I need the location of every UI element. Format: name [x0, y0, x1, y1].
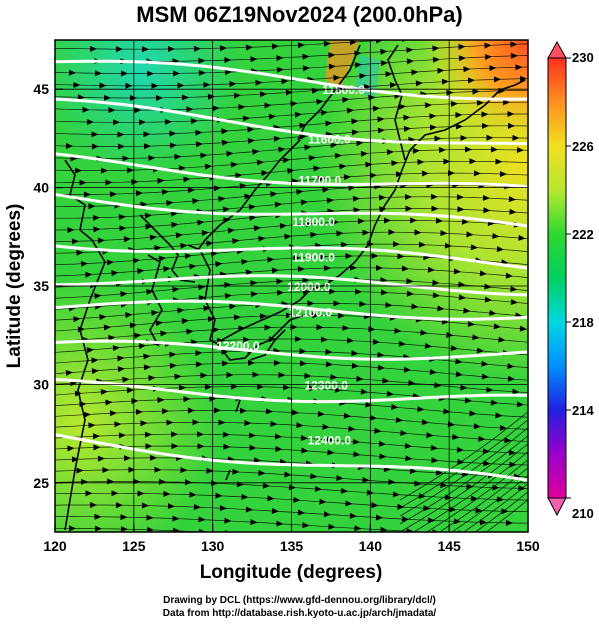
colorbar-label: 214 — [572, 403, 594, 418]
x-tick-label: 140 — [359, 538, 383, 554]
colorbar-label: 218 — [572, 315, 594, 330]
y-tick-label: 35 — [33, 278, 49, 294]
contour-label: 11500.0 — [322, 83, 365, 97]
credits-data-source: Data from http://database.rish.kyoto-u.a… — [162, 608, 437, 619]
contour-label: 12000.0 — [287, 280, 331, 294]
y-tick-label: 45 — [33, 81, 49, 97]
contour-label: 11800.0 — [292, 215, 335, 229]
colorbar: 210 214 218 222 226 230 — [547, 40, 594, 521]
y-tick-label: 30 — [33, 376, 49, 392]
x-tick-label: 150 — [516, 538, 540, 554]
colorbar-label: 210 — [572, 506, 594, 521]
grid-lines — [55, 40, 528, 532]
chart-title: MSM 06Z19Nov2024 (200.0hPa) — [136, 2, 463, 27]
credits: Drawing by DCL (https://www.gfd-dennou.o… — [0, 594, 599, 620]
contour-label: 11700.0 — [299, 174, 342, 188]
y-axis-label: Latitude (degrees) — [4, 204, 25, 369]
contour-label: 12200.0 — [216, 339, 260, 353]
contour-label: 12400.0 — [308, 434, 352, 448]
contour-label: 11900.0 — [292, 250, 335, 264]
x-tick-label: 120 — [43, 538, 67, 554]
x-tick-label: 130 — [201, 538, 225, 554]
x-tick-label: 135 — [280, 538, 304, 554]
colorbar-label: 226 — [572, 139, 594, 154]
contour-labels: 11500.0 11600.0 11700.0 11800.0 11900.0 12000… — [216, 83, 365, 447]
temperature-field: 11500.0 11600.0 11700.0 11800.0 11900.0 12000… — [55, 40, 528, 532]
x-axis: 120 125 130 135 140 145 150 — [43, 524, 540, 554]
contour-label: 11600.0 — [308, 132, 351, 146]
y-tick-label: 25 — [33, 475, 49, 491]
colorbar-bottom-arrow — [547, 497, 567, 517]
colorbar-top-arrow — [547, 40, 567, 59]
x-tick-label: 145 — [437, 538, 461, 554]
x-tick-label: 125 — [122, 538, 146, 554]
contour-label: 12300.0 — [304, 378, 348, 392]
y-axis: 25 30 35 40 45 — [33, 81, 63, 491]
x-axis-label: Longitude (degrees) — [200, 562, 383, 583]
colorbar-label: 230 — [572, 50, 594, 65]
colorbar-label: 222 — [572, 227, 594, 242]
credits-drawing: Drawing by DCL (https://www.gfd-dennou.o… — [163, 595, 436, 606]
y-tick-label: 40 — [33, 180, 49, 196]
contour-label: 12100.0 — [289, 306, 333, 320]
